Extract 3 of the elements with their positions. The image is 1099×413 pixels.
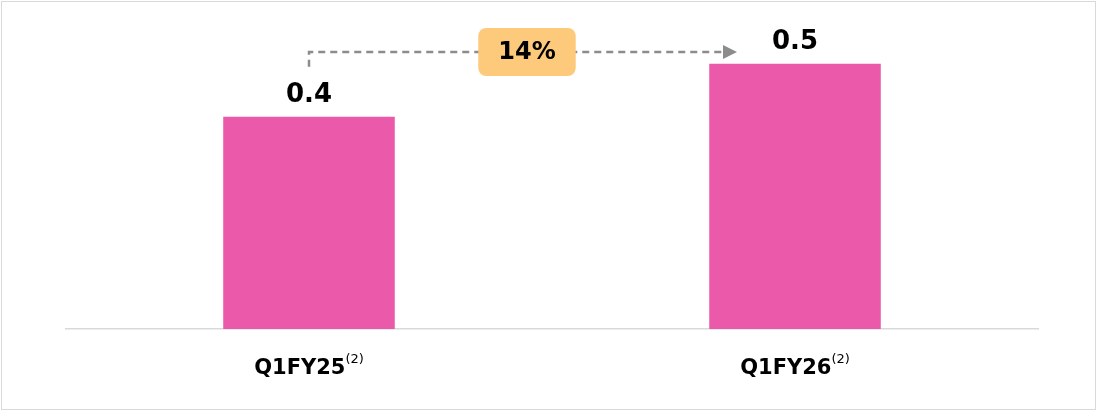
annotation: 14% xyxy=(498,37,556,66)
data-label: 0.5 xyxy=(771,25,819,56)
data-label: 0.4 xyxy=(285,78,333,109)
